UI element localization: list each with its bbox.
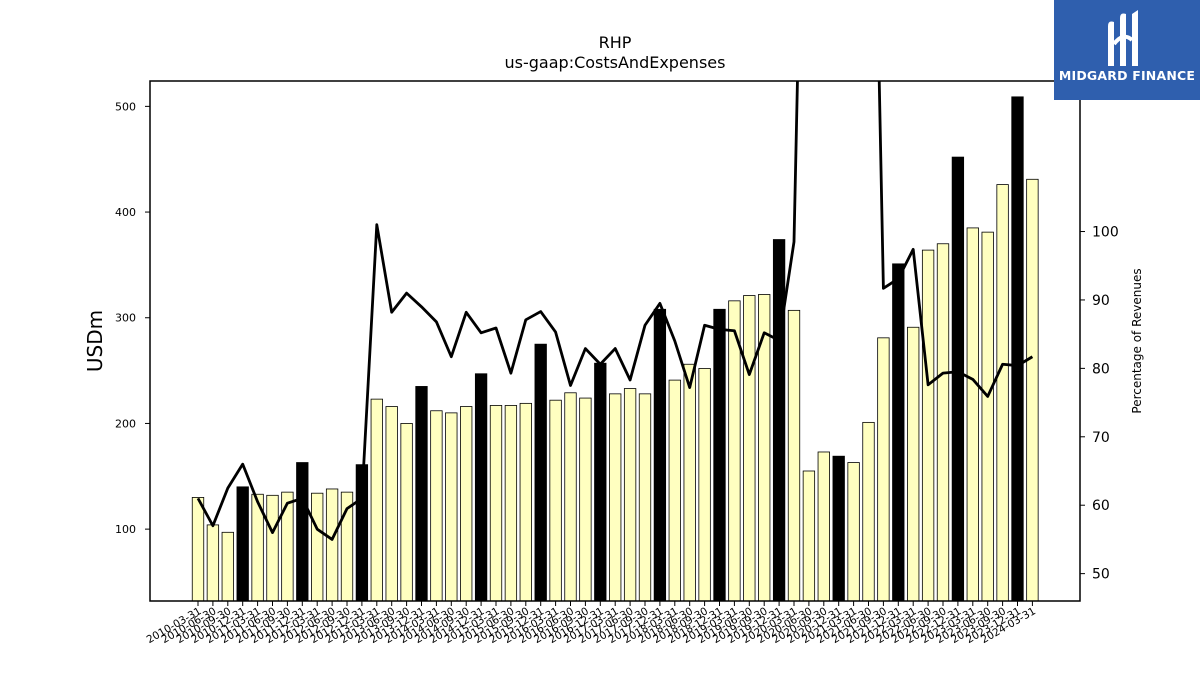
bar — [609, 393, 622, 602]
chart-title: RHP — [599, 33, 632, 52]
y2-tick-label: 80 — [1092, 361, 1110, 377]
y2-tick-label: 70 — [1092, 430, 1110, 446]
bar — [817, 451, 830, 602]
bar — [266, 494, 279, 602]
bar — [579, 397, 592, 602]
bar — [489, 405, 503, 602]
y-tick-label: 300 — [115, 312, 136, 325]
line-path — [196, 81, 1034, 541]
line-series — [196, 81, 1034, 541]
brand-name: MIDGARD FINANCE — [1058, 68, 1196, 83]
y-tick-label: 500 — [115, 100, 136, 113]
bar — [415, 386, 428, 602]
bar — [847, 462, 860, 602]
y2-tick-label: 100 — [1092, 225, 1119, 241]
bar — [653, 308, 667, 602]
bar — [802, 470, 816, 602]
y-axis-left: 100 200 300 400 500 — [115, 100, 150, 536]
bar — [191, 497, 205, 602]
bar — [623, 388, 637, 602]
bar — [1011, 96, 1024, 602]
brand-logo: MIDGARD FINANCE — [1054, 0, 1200, 100]
y-tick-label: 100 — [115, 523, 136, 536]
bar — [713, 308, 726, 602]
y2-tick-label: 50 — [1092, 567, 1110, 583]
bar — [564, 392, 577, 602]
bar — [683, 363, 696, 602]
bar — [772, 239, 786, 602]
bar — [921, 249, 935, 602]
bar — [221, 531, 234, 602]
bar — [951, 156, 965, 602]
bar — [534, 343, 547, 602]
bar — [996, 184, 1009, 602]
bar — [787, 309, 801, 602]
chart-subtitle: us-gaap:CostsAndExpenses — [505, 53, 726, 72]
y-tick-label: 200 — [115, 417, 136, 430]
x-axis: 2010-03-312010-06-302010-09-302010-12-31… — [145, 601, 1038, 646]
y-tick-label: 400 — [115, 206, 136, 219]
bar — [430, 410, 443, 602]
bar — [981, 231, 994, 602]
bar — [743, 295, 756, 602]
bar — [519, 402, 532, 602]
y-axis-right: 50 60 70 80 90 100 — [1080, 225, 1119, 583]
bar — [668, 379, 681, 602]
bar — [460, 406, 473, 602]
bar — [862, 421, 875, 602]
bar — [474, 373, 488, 602]
brand-logo-mark-icon — [1108, 10, 1138, 66]
bar — [638, 393, 652, 602]
bar — [311, 492, 324, 602]
bar — [907, 326, 920, 602]
bar — [296, 462, 309, 602]
bar — [594, 362, 607, 602]
y2-tick-label: 60 — [1092, 498, 1110, 514]
bar — [698, 368, 711, 602]
bar — [549, 399, 562, 602]
bar — [504, 405, 518, 602]
bar — [936, 243, 950, 602]
bar-series — [191, 96, 1039, 602]
bar — [236, 486, 249, 602]
bar — [400, 423, 413, 602]
y2-tick-label: 90 — [1092, 293, 1110, 309]
bar — [877, 337, 890, 602]
y-axis-label: USDm — [83, 310, 107, 372]
bar — [892, 263, 905, 602]
bar — [966, 227, 979, 602]
bar — [832, 455, 845, 602]
bar — [206, 524, 220, 602]
bar — [325, 488, 339, 602]
bar — [445, 412, 458, 602]
bar — [1026, 178, 1039, 602]
bar — [370, 398, 383, 602]
bar — [385, 406, 398, 602]
y2-axis-label: Percentage of Revenues — [1130, 268, 1144, 413]
